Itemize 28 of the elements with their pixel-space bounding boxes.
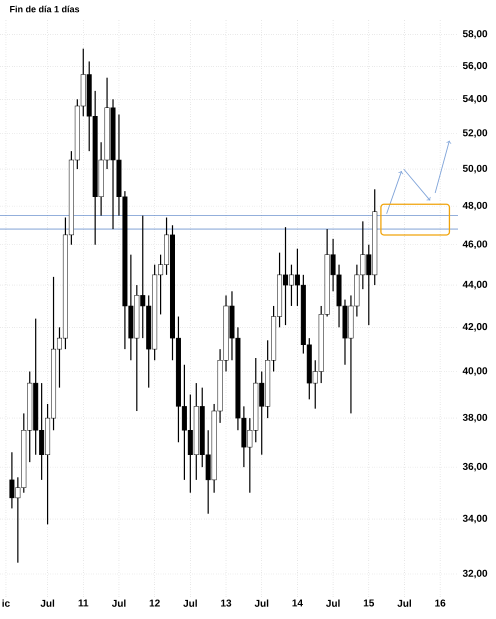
x-tick-label: ic	[2, 599, 10, 607]
y-tick-label: 48,00	[462, 202, 488, 210]
x-tick-label: 13	[221, 599, 232, 607]
y-tick-label: 50,00	[462, 164, 488, 174]
chart-title: Fin de día 1 días	[10, 6, 80, 12]
x-tick-label: 16	[435, 599, 446, 607]
y-tick-label: 32,00	[462, 570, 488, 578]
x-tick-label: Jul	[254, 599, 268, 607]
x-tick-label: Jul	[112, 599, 126, 607]
y-tick-label: 46,00	[462, 240, 488, 250]
x-tick-label: Jul	[40, 599, 54, 607]
y-tick-label: 40,00	[462, 367, 488, 376]
y-tick-label: 58,00	[462, 30, 488, 39]
y-tick-label: 54,00	[462, 95, 488, 104]
y-tick-label: 56,00	[462, 62, 488, 71]
x-tick-label: 12	[150, 599, 160, 606]
y-tick-label: 52,00	[462, 129, 488, 138]
x-tick-label: 11	[78, 599, 88, 606]
y-tick-label: 38,00	[462, 414, 488, 422]
x-tick-label: 14	[292, 599, 303, 606]
y-tick-label: 44,00	[462, 280, 488, 290]
x-tick-label: Jul	[183, 599, 197, 607]
y-tick-label: 42,00	[462, 323, 488, 332]
x-tick-label: Jul	[326, 599, 340, 607]
x-tick-label: Jul	[397, 599, 411, 607]
y-tick-label: 34,00	[462, 514, 488, 524]
y-tick-label: 36,00	[462, 462, 488, 472]
x-tick-label: 15	[364, 599, 374, 606]
